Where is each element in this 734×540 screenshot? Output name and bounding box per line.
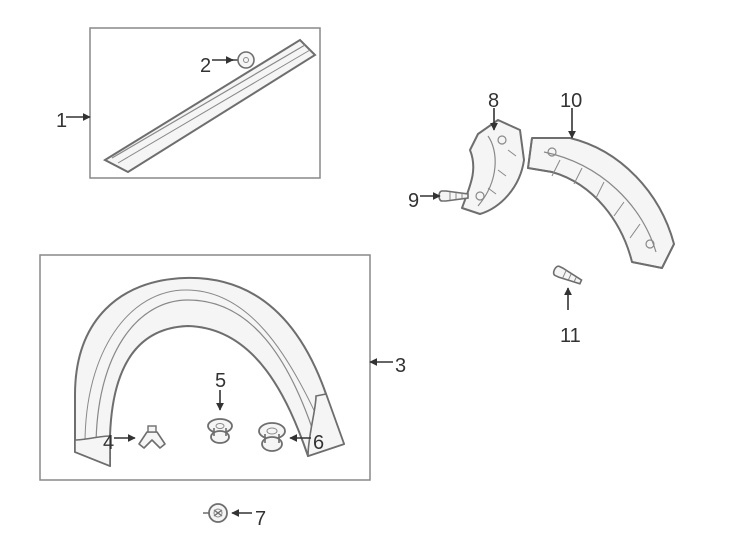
label-2: 2 bbox=[200, 55, 211, 78]
part-9-screw bbox=[439, 191, 468, 201]
part-7-push-clip bbox=[203, 504, 227, 522]
label-8: 8 bbox=[488, 90, 499, 113]
label-10: 10 bbox=[560, 90, 582, 113]
label-1: 1 bbox=[56, 110, 67, 133]
part-10-bracket bbox=[528, 138, 674, 268]
part-8-bracket bbox=[462, 120, 524, 214]
label-7: 7 bbox=[255, 508, 266, 531]
part-5-grommet bbox=[208, 419, 232, 443]
part-11-screw bbox=[552, 265, 583, 286]
part-4-clip bbox=[139, 426, 165, 448]
label-11: 11 bbox=[560, 325, 581, 348]
part-2-clip-icon bbox=[232, 52, 254, 68]
part-6-grommet bbox=[259, 423, 285, 451]
label-6: 6 bbox=[313, 432, 324, 455]
label-9: 9 bbox=[408, 190, 419, 213]
diagram-canvas: 1 2 3 4 5 6 7 8 9 10 11 bbox=[0, 0, 734, 540]
label-4: 4 bbox=[103, 432, 114, 455]
diagram-svg bbox=[0, 0, 734, 540]
label-5: 5 bbox=[215, 370, 226, 393]
label-3: 3 bbox=[395, 355, 406, 378]
